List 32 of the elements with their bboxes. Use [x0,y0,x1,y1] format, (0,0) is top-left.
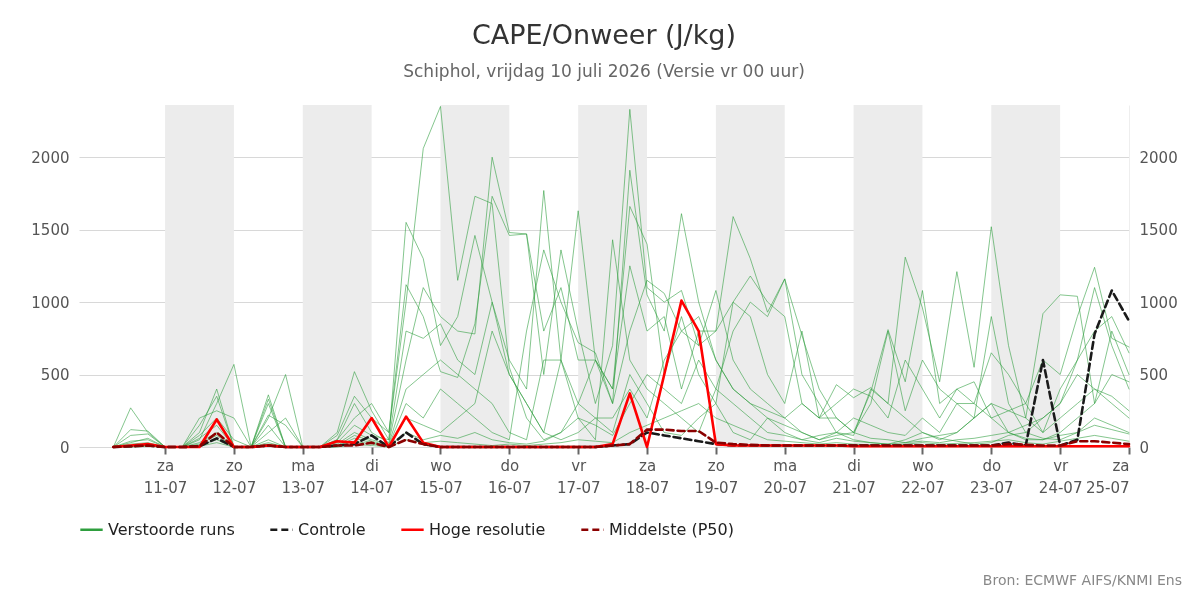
y2-tick-label: 1000 [1139,293,1178,312]
chart-title: CAPE/Onweer (J/kg) [471,19,737,50]
x-tick-label: za 18-07 [625,456,670,497]
y-tick-label: 0 [59,438,70,457]
y-tick-label: 500 [40,366,70,385]
x-tick-label: zo 12-07 [212,456,257,497]
x-tick-label: ma 20-07 [763,456,808,497]
y2-tick-label: 1500 [1139,221,1178,240]
legend-label: Middelste (P50) [609,519,734,539]
chart-subtitle: Schiphol, vrijdag 10 juli 2026 (Versie vr 00 uur) [403,61,805,81]
text: Bron: ECMWF AIFS/KNMI Ens [982,572,1182,588]
legend-label: Verstoorde runs [108,519,235,539]
x-tick-label: di 21-07 [832,456,876,497]
x-tick-label: ma 13-07 [281,456,326,497]
x-tick-label: do 23-07 [970,456,1014,497]
x-tick-label: zo 19-07 [694,456,739,497]
x-tick-label: di 14-07 [350,456,394,497]
x-tick-label: wo 22-07 [901,456,945,497]
y2-tick-label: 500 [1139,366,1169,385]
x-tick-label: vr 17-07 [556,456,601,497]
legend-label: Controle [298,519,366,539]
x-tick-label: do 16-07 [488,456,532,497]
y-tick-label: 1000 [31,293,70,312]
y2-tick-label: 0 [1139,438,1150,457]
legend-label: Hoge resolutie [429,519,546,539]
x-tick-label: vr 24-07 [1038,456,1083,497]
x-tick-label: za 25-07 [1085,456,1130,497]
x-tick-label: wo 15-07 [419,456,463,497]
y-tick-label: 2000 [31,148,70,167]
y-tick-label: 1500 [31,221,70,240]
y2-tick-label: 2000 [1139,148,1178,167]
x-tick-label: za 11-07 [143,456,188,497]
